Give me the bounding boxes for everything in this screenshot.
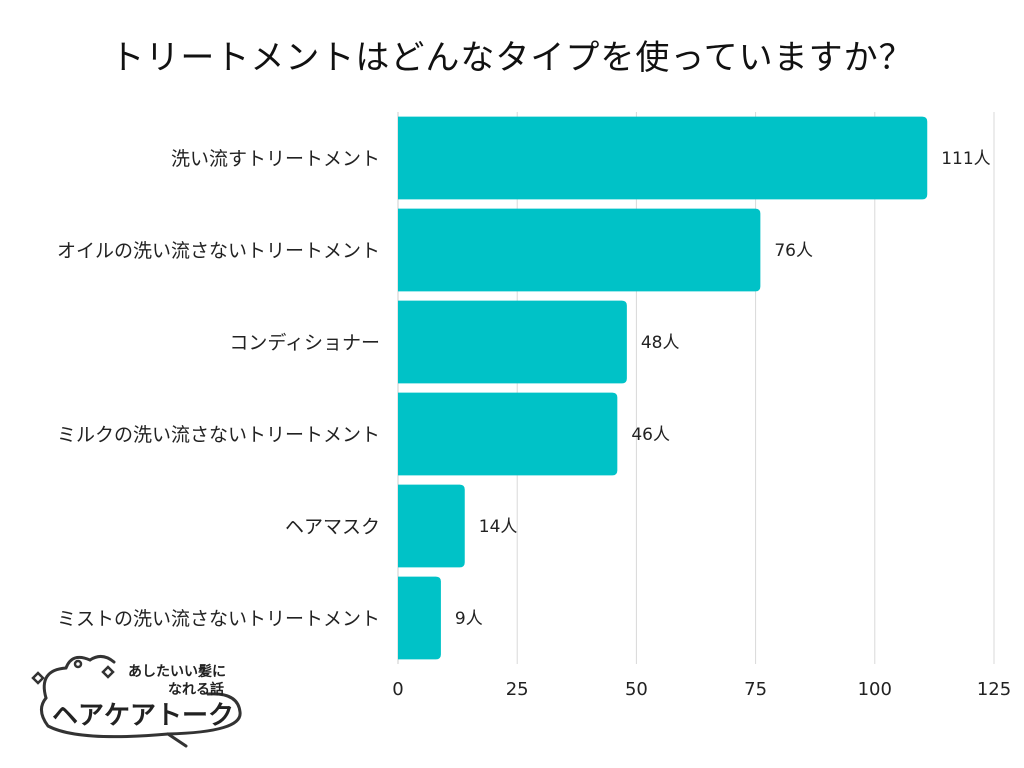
chart-title: トリートメントはどんなタイプを使っていますか？ [110,38,914,78]
logo-tagline-line1: あしたいい髪に [128,663,226,680]
hair-care-talk-logo: あしたいい髪に なれる話 ヘアケアトーク [31,655,242,748]
x-tick-label: 125 [977,679,1011,700]
bar [398,300,627,384]
bar [398,484,465,568]
value-label: 9人 [455,609,483,629]
category-label: コンディショナー [229,332,380,354]
bar [398,392,618,476]
category-label: オイルの洗い流さないトリートメント [57,240,380,262]
category-label: 洗い流すトリートメント [171,148,380,170]
x-tick-label: 75 [744,679,767,700]
value-labels: 111人 76人 48人 46人 14人 9人 [455,149,991,629]
bar [398,116,928,200]
value-label: 14人 [479,517,518,537]
value-label: 76人 [774,241,813,261]
x-tick-labels: 0 25 50 75 100 125 [392,679,1011,700]
x-tick-label: 25 [506,679,529,700]
bar [398,576,441,660]
logo-tagline-line2: なれる話 [168,681,224,698]
x-tick-label: 50 [625,679,648,700]
value-label: 46人 [631,425,670,445]
x-tick-label: 100 [858,679,892,700]
value-label: 111人 [941,149,990,169]
x-tick-label: 0 [392,679,403,700]
category-label: ヘアマスク [285,516,380,538]
category-labels: 洗い流すトリートメントオイルの洗い流さないトリートメントコンディショナーミルクの… [57,148,380,630]
bar [398,208,761,292]
value-label: 48人 [641,333,680,353]
grid-lines [397,112,995,664]
category-label: ミルクの洗い流さないトリートメント [57,424,380,446]
category-label: ミストの洗い流さないトリートメント [57,608,380,630]
logo-name: ヘアケアトーク [52,701,234,731]
bars [398,116,928,660]
